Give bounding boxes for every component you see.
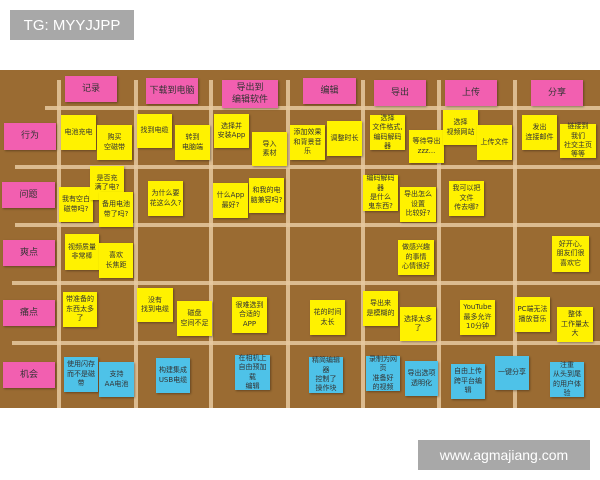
- opportunity-note: 录制为网页 准备好 的视频: [366, 355, 400, 391]
- highlight-note: 做感兴趣 的事情 心情很好: [398, 240, 434, 275]
- opportunity-note: 自由上传 跨平台编辑: [451, 364, 485, 399]
- action-note: 选择 文件格式, 编码解码器: [370, 114, 405, 150]
- pain-point-note: 选择太多了: [400, 307, 436, 341]
- stage-header: 编辑: [303, 78, 356, 104]
- pain-point-note: 很难选到 合适的APP: [232, 297, 267, 333]
- stage-header: 分享: [531, 80, 583, 106]
- pain-point-note: 花的时间 太长: [310, 300, 345, 335]
- pain-point-note: 导出来 是模糊的: [363, 291, 398, 326]
- action-note: 找到电缆: [137, 114, 172, 148]
- opportunity-note: 使用闪存 而不是磁带: [64, 357, 98, 392]
- action-note: 发出 连接邮件: [522, 115, 557, 150]
- question-note: 导出怎么 设置 比较好?: [400, 187, 436, 222]
- highlight-note: 喜欢 长焦距: [99, 243, 133, 278]
- opportunity-note: 精简编辑器 控制了 操作块: [309, 356, 343, 393]
- row-label: 机会: [3, 362, 55, 388]
- stage-header: 导出: [374, 80, 426, 106]
- question-note: 和我的电 脑兼容吗?: [249, 178, 284, 213]
- question-note: 编码解码器 是什么 鬼东西?: [363, 174, 398, 211]
- row-label: 问题: [2, 182, 55, 208]
- pain-point-note: YouTube 最多允许 10分钟: [460, 300, 495, 335]
- grid-line: [15, 223, 600, 227]
- stage-header: 上传: [445, 80, 497, 106]
- row-label: 痛点: [3, 300, 55, 326]
- opportunity-note: 支持 AA电池: [99, 362, 134, 397]
- highlight-note: 视频质量 非常棒: [65, 234, 99, 270]
- pain-point-note: 没有 找到电缆: [137, 288, 173, 322]
- grid-line: [361, 80, 365, 408]
- pain-point-note: PC端无法 播放音乐: [515, 297, 550, 332]
- stage-header: 记录: [65, 76, 117, 102]
- question-note: 我可以把 文件 传去哪?: [449, 181, 484, 216]
- action-note: 选择并 安装App: [214, 114, 249, 148]
- action-note: 转到 电脑端: [175, 125, 210, 160]
- watermark-top: TG: MYYJJPP: [10, 10, 134, 40]
- action-note: 添加效果 和背景音乐: [290, 125, 325, 160]
- opportunity-note: 一键分享: [495, 356, 529, 390]
- opportunity-note: 导出选项 透明化: [405, 361, 438, 396]
- question-note: 我有空白 磁带吗?: [59, 187, 93, 222]
- grid-line: [12, 281, 600, 285]
- opportunity-note: 构建集成 USB电缆: [156, 358, 190, 393]
- grid-line: [437, 80, 441, 408]
- action-note: 选择 视频网站: [443, 110, 478, 145]
- row-label: 爽点: [3, 240, 55, 266]
- action-note: 上传文件: [477, 125, 512, 160]
- pain-point-note: 整体 工作量太大: [557, 307, 593, 342]
- opportunity-note: 在相机上 自由预加载 编辑: [235, 354, 270, 390]
- row-label: 行为: [4, 123, 56, 150]
- grid-line: [12, 341, 600, 345]
- grid-line: [209, 80, 213, 408]
- grid-line: [57, 80, 61, 408]
- action-note: 购买 空磁带: [97, 125, 132, 160]
- grid-line: [15, 165, 600, 169]
- opportunity-note: 注重 从头到尾 的用户体验: [550, 361, 584, 397]
- question-note: 为什么要 花这么久?: [148, 181, 183, 216]
- grid-line: [134, 80, 138, 408]
- highlight-note: 好开心, 朋友们很 喜欢它: [552, 236, 589, 272]
- watermark-bottom: www.agmajiang.com: [418, 440, 590, 470]
- grid-line: [45, 106, 600, 110]
- question-note: 什么App 最好?: [213, 183, 248, 218]
- pain-point-note: 磁盘 空间不足: [177, 301, 212, 336]
- stage-header: 导出到 编辑软件: [222, 80, 278, 108]
- action-note: 导入 素材: [252, 132, 287, 166]
- stage-header: 下载到电脑: [146, 78, 198, 104]
- grid-line: [286, 80, 290, 408]
- question-note: 备用电池 带了吗?: [99, 192, 133, 227]
- grid-line: [513, 80, 517, 408]
- action-note: 链接到 我们 社交主页 等等: [560, 122, 596, 158]
- pain-point-note: 带准备的 东西太多了: [63, 292, 97, 327]
- action-note: 等待导出 zzz...: [409, 130, 444, 163]
- action-note: 调整时长: [327, 121, 362, 156]
- action-note: 电池充电: [61, 115, 96, 150]
